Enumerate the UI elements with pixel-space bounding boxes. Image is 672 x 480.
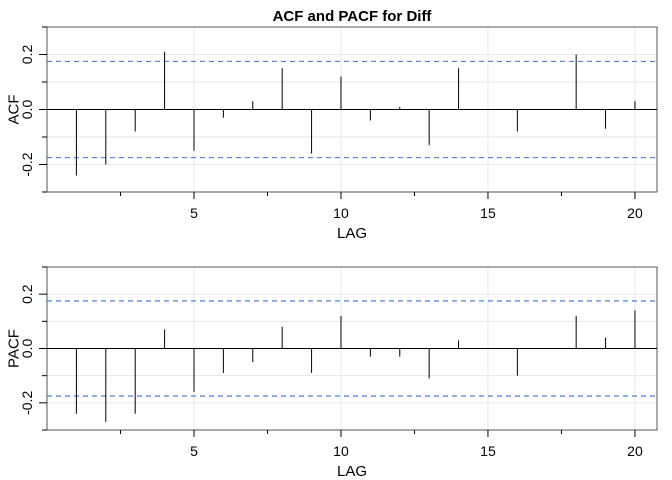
acf-xtick-label: 10 — [333, 205, 349, 221]
acf-xtick-label: 5 — [190, 205, 198, 221]
acf-ytick-label: -0.2 — [19, 152, 35, 176]
pacf-xlabel: LAG — [337, 463, 367, 480]
pacf-ytick-label: -0.2 — [19, 391, 35, 415]
acf-xtick-label: 20 — [627, 205, 643, 221]
pacf-xtick-label: 15 — [480, 443, 496, 459]
acf-xtick-label: 15 — [480, 205, 496, 221]
pacf-ytick-label: 0.0 — [19, 339, 35, 359]
acf-xlabel: LAG — [337, 225, 367, 242]
acf-ytick-label: 0.2 — [19, 45, 35, 65]
pacf-xtick-label: 5 — [190, 443, 198, 459]
pacf-xtick-label: 20 — [627, 443, 643, 459]
pacf-ylabel: PACF — [6, 329, 23, 368]
pacf-panel: -0.2 0.0 0.2 5 10 15 20 LAG PACF — [6, 266, 658, 480]
pacf-xtick-label: 10 — [333, 443, 349, 459]
pacf-ytick-label: 0.2 — [19, 284, 35, 304]
acf-ytick-label: 0.0 — [19, 100, 35, 120]
acf-panel: -0.2 0.0 0.2 5 10 15 20 LAG ACF — [6, 26, 658, 242]
chart-title: ACF and PACF for Diff — [273, 8, 433, 25]
acf-ylabel: ACF — [6, 95, 23, 125]
